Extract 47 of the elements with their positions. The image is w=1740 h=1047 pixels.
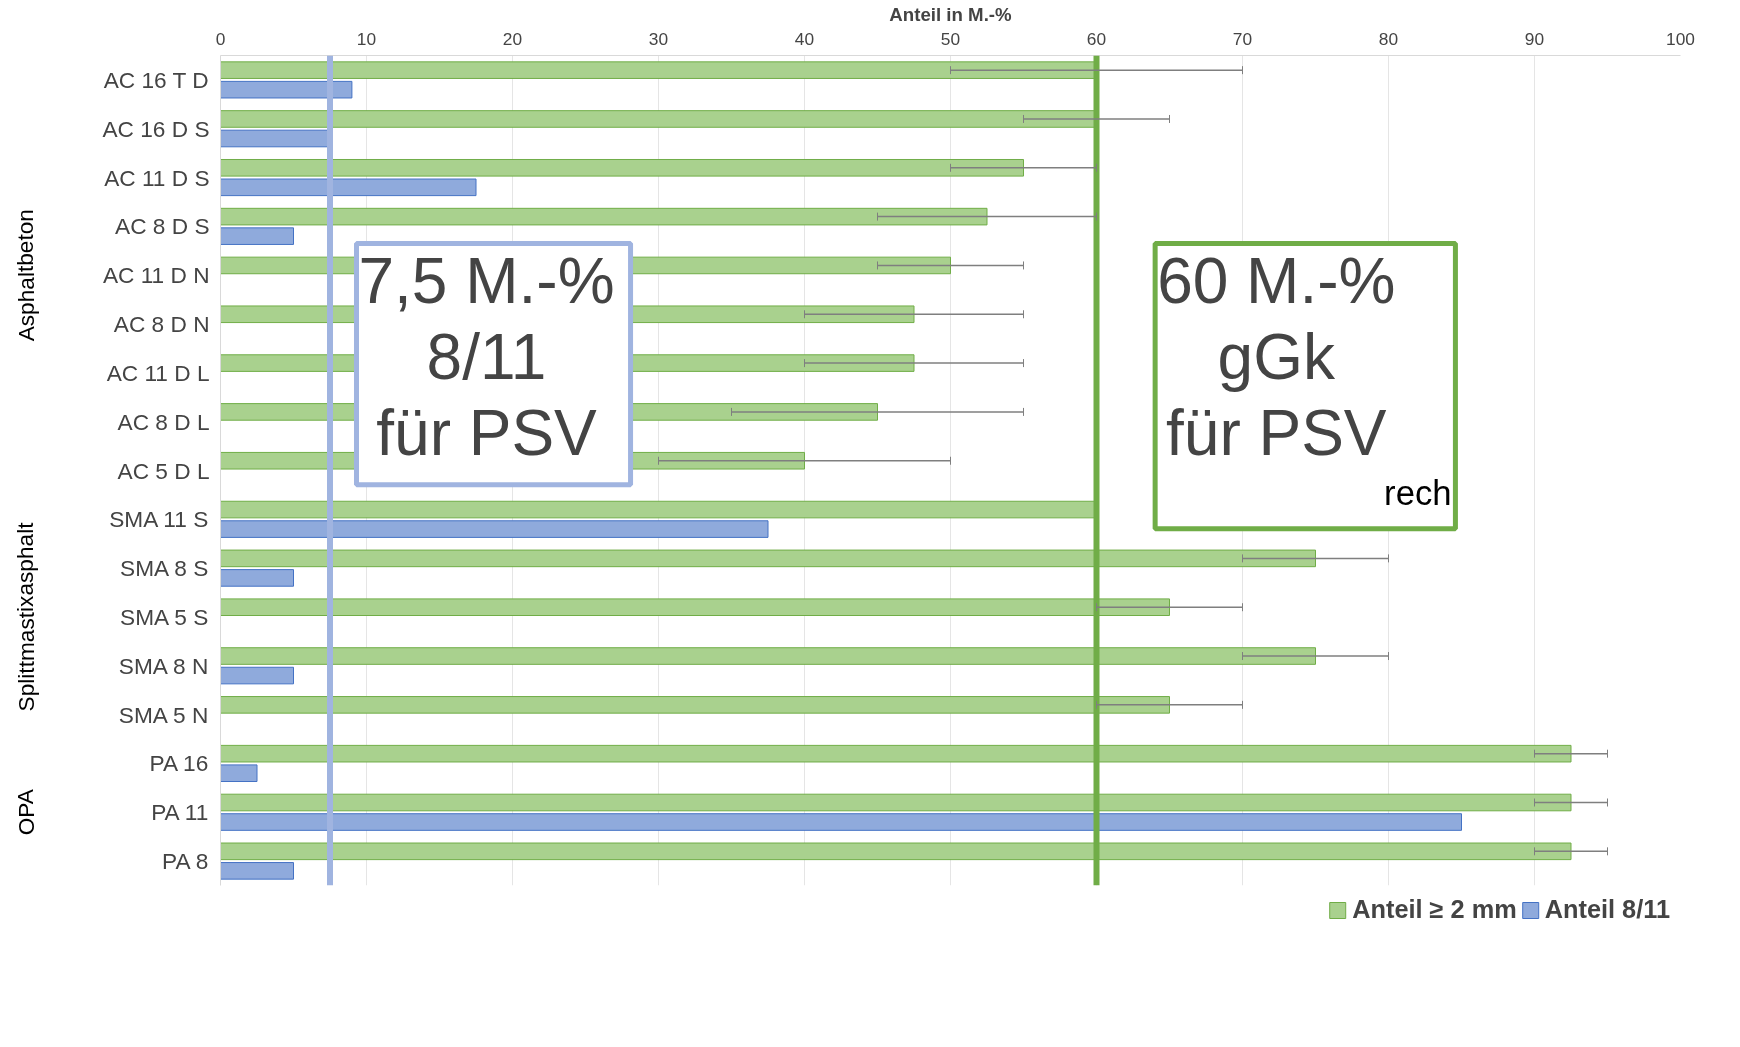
y-tick-label: AC 16 T D [103, 66, 209, 93]
y-tick-label: SMA 8 N [118, 652, 209, 679]
x-tick-label: 10 [356, 28, 377, 49]
x-tick-label: 20 [502, 28, 523, 49]
bar [220, 227, 294, 245]
y-tick-label: SMA 8 S [120, 555, 209, 582]
x-axis-title: Anteil in M.-% [889, 3, 1013, 25]
y-tick-label: AC 8 D L [117, 408, 210, 435]
x-tick-label: 40 [794, 28, 815, 49]
y-tick-label: SMA 11 S [109, 506, 209, 533]
bar [220, 158, 1024, 177]
x-tick-label: 0 [215, 28, 226, 49]
y-tick-label: AC 5 D L [117, 457, 210, 484]
y-tick-label: AC 11 D N [102, 262, 210, 289]
bar [220, 666, 294, 685]
y-tick-label: AC 8 D N [113, 311, 210, 338]
bar [220, 569, 294, 587]
y-tick-label: PA 8 [162, 848, 209, 875]
y-tick-label: PA 16 [149, 750, 209, 777]
y-tick-label: SMA 5 S [120, 603, 209, 630]
x-tick-label: 100 [1666, 28, 1695, 49]
text: OPA [12, 788, 39, 836]
annotation: 7,5 M.-% 8/11 für PSV [358, 245, 615, 469]
x-tick-label: 90 [1524, 28, 1545, 49]
y-tick-label: SMA 5 N [118, 701, 209, 728]
bar [220, 80, 353, 99]
x-tick-label: 30 [648, 28, 669, 49]
bar [220, 813, 1462, 831]
bar [220, 520, 769, 538]
x-tick-label: 50 [940, 28, 961, 49]
bar [220, 862, 294, 880]
y-tick-label: AC 8 D S [115, 213, 210, 240]
y-tick-label: AC 11 D L [106, 359, 210, 386]
bar [220, 207, 988, 226]
y-tick-label: PA 11 [151, 799, 209, 826]
annotation: 60 M.-% gGk für PSVrech [1157, 245, 1452, 512]
x-tick-label: 60 [1086, 28, 1107, 49]
y-tick-label: AC 11 D S [104, 164, 210, 191]
legend-label: Anteil ≥ 2 mm [1352, 895, 1517, 924]
text: Asphaltbeton [12, 209, 39, 342]
x-tick-label: 70 [1232, 28, 1253, 49]
legend-label: Anteil 8/11 [1544, 895, 1670, 924]
bar [220, 178, 477, 197]
text: Splittmastixasphalt [12, 521, 39, 712]
bar [220, 764, 258, 783]
y-tick-label: AC 16 D S [102, 115, 210, 142]
x-tick-label: 80 [1378, 28, 1399, 49]
